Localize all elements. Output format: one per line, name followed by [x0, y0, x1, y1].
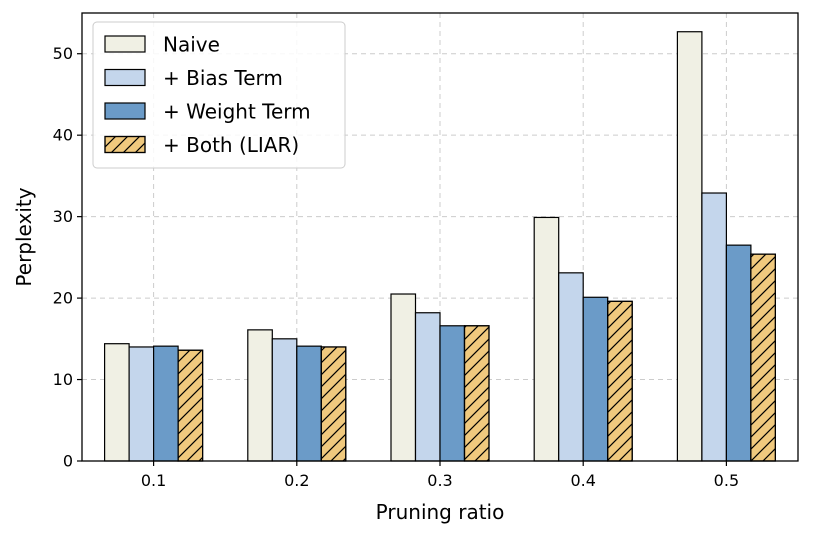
x-axis-label: Pruning ratio	[376, 500, 505, 524]
bar-bias-term	[701, 192, 728, 462]
x-tick-label: 0.2	[284, 471, 309, 490]
bar-bias-term	[271, 338, 298, 462]
legend-label-bias-term: + Bias Term	[163, 66, 283, 90]
y-tick-label: 10	[53, 370, 73, 389]
x-tick-label: 0.5	[714, 471, 739, 490]
legend-swatch-weight-term	[104, 102, 146, 120]
bar-bias-term	[128, 346, 155, 462]
x-tick-label: 0.4	[570, 471, 595, 490]
bar-weight-term	[725, 244, 752, 462]
legend-swatch-hatch-both-liar	[104, 135, 146, 154]
bar-naive	[103, 343, 130, 462]
y-axis-label: Perplexity	[12, 187, 36, 286]
y-tick-label: 50	[53, 44, 73, 63]
x-tick-label: 0.1	[141, 471, 166, 490]
bar-weight-term	[153, 345, 179, 462]
y-tick-label: 30	[53, 207, 73, 226]
bars	[103, 31, 777, 462]
bar-weight-term	[439, 325, 466, 462]
legend-label-weight-term: + Weight Term	[163, 100, 311, 124]
y-tick-label: 40	[53, 126, 73, 145]
bar-naive	[676, 31, 703, 462]
bar-weight-term	[582, 296, 609, 462]
ticks: 0 10 20 30 40 50 0.1 0.2 0.3 0.4 0.5	[53, 44, 739, 490]
bar-bias-term	[558, 272, 584, 462]
x-tick-label: 0.3	[427, 471, 452, 490]
bar-weight-term	[296, 345, 322, 462]
legend-label-naive: Naive	[163, 33, 220, 57]
bar-hatch-both-liar	[320, 346, 347, 462]
bar-naive	[390, 293, 417, 462]
legend: Naive + Bias Term + Weight Term + Both (LIA…	[92, 21, 346, 169]
y-tick-label: 0	[63, 452, 73, 471]
bar-bias-term	[414, 312, 441, 462]
y-tick-label: 20	[53, 289, 73, 308]
legend-box	[92, 21, 346, 169]
bar-hatch-both-liar	[750, 253, 777, 462]
legend-swatch-naive	[104, 35, 146, 53]
legend-label-both-liar: + Both (LIAR)	[163, 133, 299, 157]
bar-naive	[247, 329, 273, 462]
bar-naive	[533, 216, 560, 462]
bar-hatch-both-liar	[463, 325, 490, 462]
bar-hatch-both-liar	[607, 300, 633, 462]
legend-swatch-bias-term	[104, 68, 146, 87]
bar-hatch-both-liar	[177, 349, 204, 462]
